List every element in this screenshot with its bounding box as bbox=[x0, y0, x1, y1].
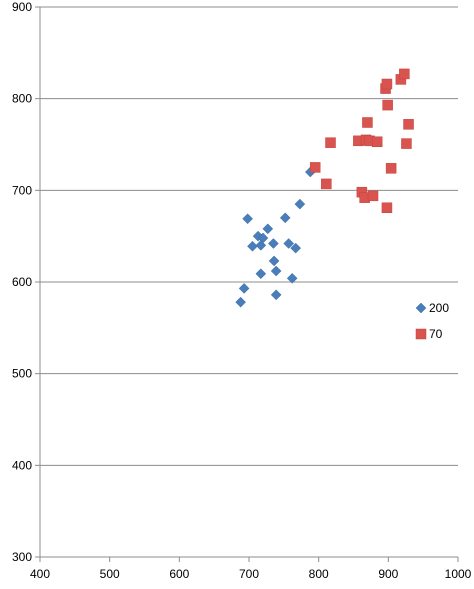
x-tick-label: 1000 bbox=[445, 567, 472, 581]
legend: 200 70 bbox=[415, 301, 449, 341]
data-point bbox=[362, 117, 373, 128]
data-point bbox=[286, 272, 298, 284]
data-point bbox=[262, 223, 274, 235]
data-point bbox=[309, 162, 321, 173]
data-point bbox=[403, 119, 414, 130]
data-point bbox=[325, 137, 336, 148]
x-tick-label: 600 bbox=[169, 567, 189, 581]
data-point bbox=[381, 78, 393, 90]
data-point bbox=[385, 163, 397, 174]
series-70 bbox=[309, 68, 414, 213]
y-tick-label: 600 bbox=[12, 275, 32, 289]
data-point bbox=[242, 213, 253, 225]
data-points bbox=[235, 68, 414, 308]
y-tick-labels: 300 400 500 600 700 800 900 bbox=[12, 0, 40, 564]
x-tick-label: 800 bbox=[309, 567, 329, 581]
legend-marker-70 bbox=[415, 328, 427, 340]
x-tick-labels: 400 500 600 700 800 900 1000 bbox=[30, 557, 472, 581]
data-point bbox=[247, 240, 258, 252]
data-point bbox=[268, 238, 279, 249]
gridlines bbox=[40, 6, 458, 466]
data-point bbox=[257, 232, 269, 244]
y-tick-label: 800 bbox=[12, 92, 32, 106]
data-point bbox=[235, 296, 246, 308]
data-point bbox=[294, 198, 306, 210]
data-point bbox=[381, 202, 393, 213]
data-point bbox=[255, 268, 267, 280]
data-point bbox=[321, 178, 332, 190]
y-tick-label: 500 bbox=[12, 367, 32, 381]
x-tick-label: 700 bbox=[239, 567, 259, 581]
data-point bbox=[283, 238, 295, 249]
data-point bbox=[382, 99, 393, 111]
data-point bbox=[399, 68, 410, 80]
data-point bbox=[367, 190, 379, 202]
y-tick-label: 400 bbox=[12, 458, 32, 472]
series-200 bbox=[235, 166, 316, 308]
legend-label: 200 bbox=[429, 301, 449, 315]
data-point bbox=[238, 283, 250, 294]
y-tick-label: 700 bbox=[12, 183, 32, 197]
data-point bbox=[270, 265, 282, 277]
data-point bbox=[371, 136, 383, 147]
data-point bbox=[268, 255, 280, 267]
x-tick-label: 500 bbox=[100, 567, 120, 581]
legend-marker-200 bbox=[415, 302, 427, 314]
data-point bbox=[401, 138, 412, 149]
legend-label: 70 bbox=[429, 327, 443, 341]
x-tick-label: 900 bbox=[378, 567, 398, 581]
data-point bbox=[270, 289, 282, 301]
x-tick-label: 400 bbox=[30, 567, 50, 581]
y-tick-label: 300 bbox=[12, 550, 32, 564]
data-point bbox=[290, 242, 302, 254]
y-tick-label: 900 bbox=[12, 0, 32, 14]
data-point bbox=[279, 212, 291, 224]
